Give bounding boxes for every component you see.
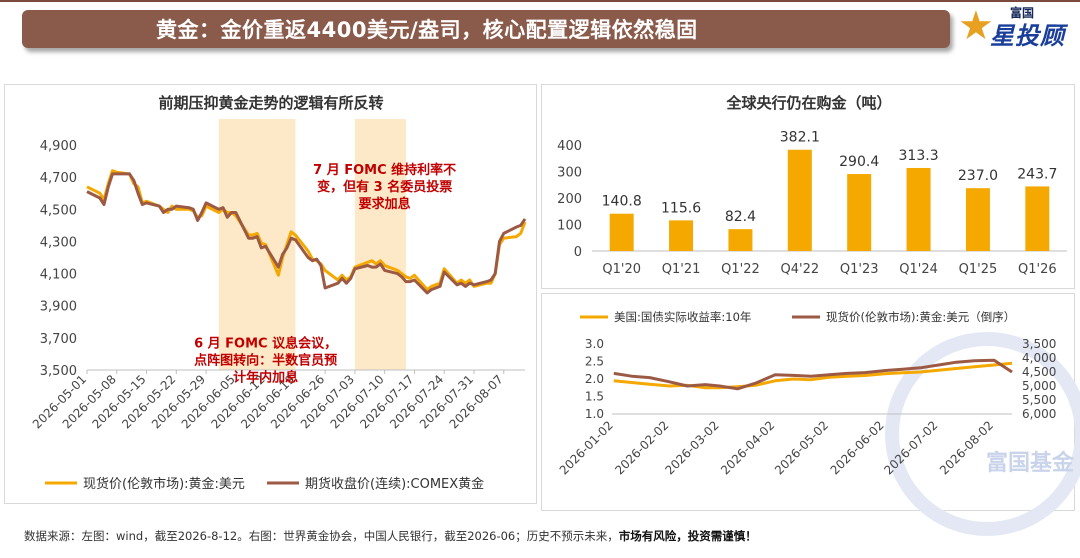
- shaded-period-2: [354, 119, 406, 370]
- bar-value-label: 290.4: [839, 154, 879, 170]
- x-tick-label: Q1'23: [840, 262, 879, 277]
- y-tick-label: 400: [557, 139, 582, 154]
- bar-value-label: 313.3: [899, 148, 939, 164]
- bar: [669, 220, 694, 251]
- annotation-line: 7 月 FOMC 维持利率不: [313, 162, 456, 178]
- y-right-tick-label: 5,500: [1022, 393, 1056, 407]
- title-banner: 黄金：金价重返4400美元/盎司，核心配置逻辑依然稳固: [22, 10, 950, 48]
- x-tick-label: Q1'20: [602, 262, 641, 277]
- y-tick-label: 0: [574, 245, 582, 260]
- y-left-tick-label: 2.0: [585, 372, 604, 386]
- series-line-london-spot: [86, 169, 527, 292]
- central-bank-bar-chart: 全球央行仍在购金（吨） 0 100 200 300 400 140.8 Q1'20 115.6 Q…: [557, 94, 1067, 277]
- y-tick-label: 300: [557, 166, 582, 181]
- chart-title: 前期压抑黄金走势的逻辑有所反转: [158, 94, 383, 112]
- annotation-line: 变，但有 3 名委员投票: [317, 179, 452, 195]
- annotation-line: 计年内加息: [233, 370, 298, 386]
- y-left-tick-label: 3.0: [585, 337, 604, 351]
- x-tick-label: Q1'22: [721, 262, 760, 277]
- real-yield-vs-gold-chart: 富国基金 美国:国债实际收益率:10年 现货价(伦敦市场):黄金:美元（倒序） 1.0…: [557, 310, 1080, 536]
- y-tick-label: 3,700: [40, 332, 77, 347]
- footer-source: 数据来源：左图：wind，截至2026-8-12。右图：世界黄金协会，中国人民银…: [24, 529, 619, 543]
- footer-note: 数据来源：左图：wind，截至2026-8-12。右图：世界黄金协会，中国人民银…: [24, 528, 757, 544]
- annotation-line: 6 月 FOMC 议息会议，: [194, 336, 337, 352]
- x-tick-label: Q4'22: [781, 262, 820, 277]
- x-tick-label: 2026-01-02: [557, 418, 616, 477]
- bar: [1025, 186, 1050, 251]
- bar: [787, 149, 812, 251]
- y-tick-label: 4,100: [40, 268, 77, 283]
- x-tick-label: Q1'26: [1018, 262, 1057, 277]
- annotation-line: 要求加息: [359, 196, 411, 212]
- x-tick-label: 2026-06-02: [828, 418, 887, 477]
- x-tick-label: 2026-03-02: [663, 418, 722, 477]
- watermark-ring: [885, 332, 1080, 536]
- bar: [728, 229, 753, 251]
- real-yield-chart-panel: 富国基金 美国:国债实际收益率:10年 现货价(伦敦市场):黄金:美元（倒序） 1.0…: [541, 293, 1080, 536]
- annotation-line: 点阵图转向：半数官员预: [194, 353, 337, 369]
- series-line-comex-futures: [86, 172, 527, 295]
- y-right-tick-label: 5,000: [1022, 379, 1056, 393]
- bar: [609, 213, 634, 251]
- watermark-text: 富国基金: [986, 450, 1075, 476]
- logo-main-text: 星投顾: [990, 22, 1065, 50]
- y-tick-label: 4,900: [40, 139, 77, 154]
- y-right-tick-label: 4,500: [1022, 365, 1056, 379]
- gold-price-chart-panel: 前期压抑黄金走势的逻辑有所反转 3,500 3,700 3,900 4,100 4,300…: [4, 84, 537, 504]
- bar: [906, 167, 931, 251]
- bar: [847, 174, 872, 251]
- logo-top-text: 富国: [1010, 6, 1035, 20]
- x-tick-label: Q1'25: [959, 262, 998, 277]
- y-tick-label: 4,300: [40, 235, 77, 250]
- bar-value-label: 115.6: [661, 200, 701, 216]
- y-left-tick-label: 1.5: [585, 390, 604, 404]
- central-bank-chart-panel: 全球央行仍在购金（吨） 0 100 200 300 400 140.8 Q1'20 115.6 Q…: [541, 84, 1075, 289]
- y-right-tick-label: 4,000: [1022, 351, 1056, 365]
- star-logo-icon: ★: [958, 3, 994, 49]
- bar: [965, 188, 990, 251]
- y-tick-label: 100: [557, 219, 582, 234]
- y-left-tick-label: 1.0: [585, 407, 604, 421]
- bar-value-label: 82.4: [725, 209, 756, 225]
- y-right-tick-label: 6,000: [1022, 407, 1056, 421]
- y-right-tick-label: 3,500: [1022, 337, 1056, 351]
- x-tick-label: Q1'24: [899, 262, 938, 277]
- series-line-gold-inverted: [613, 358, 1013, 391]
- x-tick-label: Q1'21: [662, 262, 701, 277]
- shaded-period-1: [218, 119, 296, 370]
- y-tick-label: 4,700: [40, 171, 77, 186]
- y-tick-label: 3,500: [40, 364, 77, 379]
- bar-value-label: 140.8: [602, 194, 642, 210]
- chart-title: 全球央行仍在购金（吨）: [725, 94, 891, 112]
- y-left-tick-label: 2.5: [585, 355, 604, 369]
- legend-label: 现货价(伦敦市场):黄金:美元（倒序）: [826, 310, 1015, 324]
- y-tick-label: 3,900: [40, 300, 77, 315]
- top-rule: [0, 0, 1080, 2]
- x-tick-label: 2026-04-02: [718, 418, 777, 477]
- y-tick-label: 200: [557, 192, 582, 207]
- bar-value-label: 243.7: [1017, 166, 1057, 182]
- y-tick-label: 4,500: [40, 203, 77, 218]
- bar-value-label: 382.1: [780, 130, 820, 146]
- x-tick-label: 2026-05-02: [772, 418, 831, 477]
- footer-risk: 市场有风险，投资需谨慎！: [618, 529, 757, 543]
- legend-label: 美国:国债实际收益率:10年: [614, 310, 751, 324]
- page-title: 黄金：金价重返4400美元/盎司，核心配置逻辑依然稳固: [156, 18, 698, 42]
- bar-value-label: 237.0: [958, 168, 998, 184]
- legend-label: 现货价(伦敦市场):黄金:美元: [83, 476, 245, 492]
- gold-price-line-chart: 前期压抑黄金走势的逻辑有所反转 3,500 3,700 3,900 4,100 4,300…: [30, 94, 527, 492]
- legend-label: 期货收盘价(连续):COMEX黄金: [305, 476, 484, 492]
